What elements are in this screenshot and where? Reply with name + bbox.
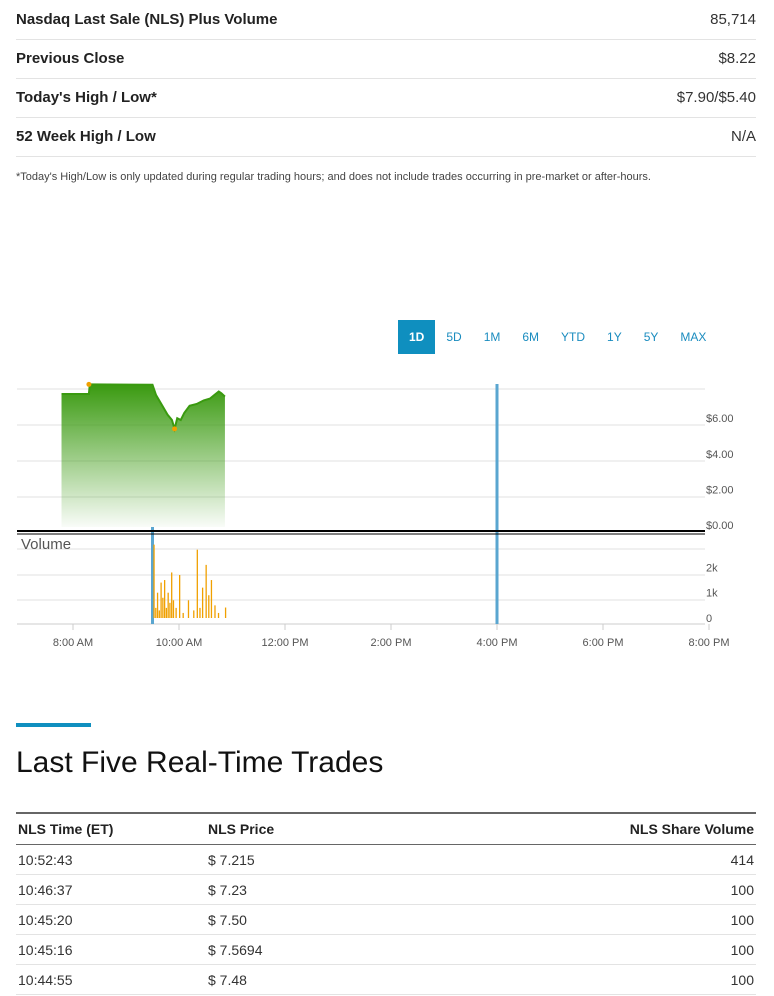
volume-bar bbox=[160, 582, 162, 618]
range-5d[interactable]: 5D bbox=[446, 330, 462, 344]
volume-bar bbox=[196, 549, 198, 618]
column-header: NLS Share Volume bbox=[400, 813, 756, 845]
price-area bbox=[61, 384, 225, 527]
x-tick-label: 12:00 PM bbox=[261, 637, 308, 649]
summary-row: Previous Close $8.22 bbox=[16, 39, 756, 79]
volume-bar bbox=[162, 597, 164, 618]
trade-volume: 100 bbox=[400, 934, 756, 965]
volume-bar bbox=[169, 602, 171, 618]
section-title: Last Five Real-Time Trades bbox=[16, 746, 384, 779]
trade-time: 10:52:43 bbox=[16, 844, 206, 875]
x-tick-label: 2:00 PM bbox=[371, 637, 412, 649]
range-selector: 1D 5D 1M 6M YTD 1Y 5Y MAX bbox=[398, 320, 717, 354]
volume-tick-label: 1k bbox=[706, 588, 718, 600]
volume-bar bbox=[214, 605, 216, 618]
trade-volume: 100 bbox=[400, 904, 756, 935]
price-tick-label: $4.00 bbox=[706, 449, 734, 461]
volume-bar bbox=[224, 607, 227, 618]
price-line bbox=[61, 383, 226, 433]
footnote: *Today's High/Low is only updated during… bbox=[16, 171, 651, 183]
volume-bar bbox=[165, 607, 168, 618]
volume-bar bbox=[163, 580, 166, 618]
summary-value: 85,714 bbox=[710, 11, 756, 28]
column-header: NLS Price bbox=[206, 813, 401, 845]
volume-bar bbox=[153, 544, 155, 618]
trade-volume: 100 bbox=[400, 964, 756, 995]
price-volume-chart: $0.00 $2.00 $4.00 $6.00 Volume 0 1k 2k 8:00 AM 10… bbox=[17, 381, 734, 649]
trade-price: $ 7.23 bbox=[206, 874, 401, 905]
volume-bar bbox=[156, 592, 159, 618]
volume-bar bbox=[167, 592, 169, 618]
price-tick-label: $6.00 bbox=[706, 413, 734, 425]
volume-bar bbox=[182, 612, 184, 618]
trade-volume: 414 bbox=[400, 844, 756, 875]
volume-bar bbox=[208, 595, 210, 618]
trade-time: 10:44:55 bbox=[16, 964, 206, 995]
summary-row: 52 Week High / Low N/A bbox=[16, 117, 756, 157]
range-1y[interactable]: 1Y bbox=[607, 330, 622, 344]
volume-bar bbox=[201, 587, 204, 618]
price-tick-label: $2.00 bbox=[706, 484, 734, 496]
summary-value: N/A bbox=[730, 128, 756, 145]
range-1d[interactable]: 1D bbox=[398, 320, 436, 354]
trade-price: $ 7.5694 bbox=[206, 934, 401, 965]
trade-time: 10:45:16 bbox=[16, 934, 206, 965]
summary-label: Previous Close bbox=[16, 50, 125, 67]
x-tick-label: 10:00 AM bbox=[156, 637, 202, 649]
volume-bar bbox=[155, 607, 157, 618]
range-ytd[interactable]: YTD bbox=[561, 330, 586, 344]
range-1m[interactable]: 1M bbox=[483, 330, 501, 344]
volume-bar bbox=[210, 580, 213, 618]
volume-bar bbox=[205, 564, 207, 618]
high-low-marker bbox=[86, 381, 92, 387]
column-header: NLS Time (ET) bbox=[16, 813, 206, 845]
summary-row: Nasdaq Last Sale (NLS) Plus Volume 85,714 bbox=[16, 0, 756, 40]
summary-label: 52 Week High / Low bbox=[16, 128, 156, 145]
summary-value: $8.22 bbox=[718, 50, 756, 67]
trade-volume: 100 bbox=[400, 874, 756, 905]
volume-tick-label: 0 bbox=[706, 613, 712, 625]
price-tick-label: $0.00 bbox=[706, 520, 734, 532]
x-tick-label: 6:00 PM bbox=[583, 637, 624, 649]
range-max[interactable]: MAX bbox=[680, 330, 707, 344]
volume-bar bbox=[199, 607, 201, 618]
volume-bar bbox=[193, 610, 195, 618]
volume-bar bbox=[158, 610, 160, 618]
volume-bar bbox=[175, 607, 177, 618]
x-tick-label: 8:00 AM bbox=[53, 637, 93, 649]
x-tick-label: 4:00 PM bbox=[477, 637, 518, 649]
trade-time: 10:46:37 bbox=[16, 874, 206, 905]
trade-time: 10:45:20 bbox=[16, 904, 206, 935]
x-tick-label: 8:00 PM bbox=[689, 637, 730, 649]
table-row: 10:45:20 $ 7.50 100 bbox=[16, 904, 756, 935]
summary-value: $7.90/$5.40 bbox=[676, 89, 756, 106]
volume-bar bbox=[217, 612, 220, 618]
trade-price: $ 7.50 bbox=[206, 904, 401, 935]
trades-table: NLS Time (ET) NLS Price NLS Share Volume… bbox=[16, 812, 756, 995]
table-row: 10:44:55 $ 7.48 100 bbox=[16, 964, 756, 995]
trade-price: $ 7.215 bbox=[206, 844, 401, 875]
range-5y[interactable]: 5Y bbox=[643, 330, 659, 344]
volume-title: Volume bbox=[21, 536, 71, 553]
summary-row: Today's High / Low* $7.90/$5.40 bbox=[16, 78, 756, 118]
high-low-marker bbox=[172, 426, 178, 432]
summary-label: Today's High / Low* bbox=[16, 89, 157, 106]
volume-bar bbox=[187, 600, 190, 618]
table-row: 10:45:16 $ 7.5694 100 bbox=[16, 934, 756, 965]
summary-label: Nasdaq Last Sale (NLS) Plus Volume bbox=[16, 11, 278, 28]
volume-tick-label: 2k bbox=[706, 562, 718, 574]
trade-price: $ 7.48 bbox=[206, 964, 401, 995]
volume-bar bbox=[179, 574, 181, 618]
volume-bar bbox=[171, 572, 173, 618]
section-accent bbox=[16, 723, 91, 727]
table-row: 10:52:43 $ 7.215 414 bbox=[16, 844, 756, 875]
volume-bar bbox=[172, 600, 175, 618]
range-6m[interactable]: 6M bbox=[522, 330, 540, 344]
table-row: 10:46:37 $ 7.23 100 bbox=[16, 874, 756, 905]
